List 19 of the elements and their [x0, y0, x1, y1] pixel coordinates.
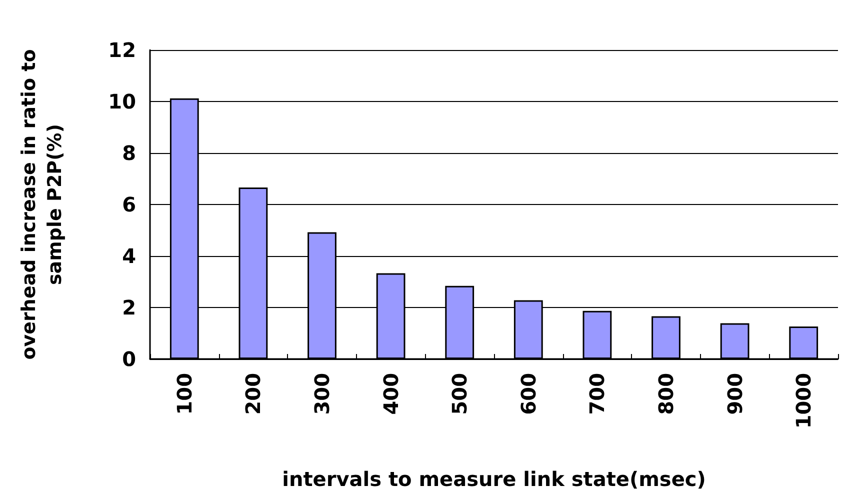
- x-tick-label: 300: [310, 373, 334, 415]
- x-tick-label: 600: [516, 373, 540, 415]
- x-tick-label: 500: [448, 373, 472, 415]
- x-tick-label: 900: [722, 373, 747, 415]
- x-tick-label: 700: [585, 373, 610, 415]
- y-tick-label: 2: [122, 296, 136, 320]
- y-tick-label: 12: [108, 38, 136, 62]
- y-tick-label: 10: [108, 90, 136, 114]
- x-tick-label: 200: [241, 373, 266, 415]
- x-tick-label: 400: [378, 373, 403, 415]
- y-tick-label: 8: [122, 141, 136, 165]
- x-axis-title: intervals to measure link state(msec): [282, 467, 706, 491]
- y-axis-title: overhead increase in ratio to sample P2P(%): [18, 49, 66, 360]
- x-tick-label: 100: [172, 373, 196, 415]
- x-tick-label: 800: [654, 373, 678, 415]
- y-tick-label: 4: [122, 244, 136, 268]
- y-tick-label: 0: [122, 347, 136, 371]
- x-tick-label: 1000: [792, 373, 816, 429]
- y-tick-label: 6: [122, 192, 136, 216]
